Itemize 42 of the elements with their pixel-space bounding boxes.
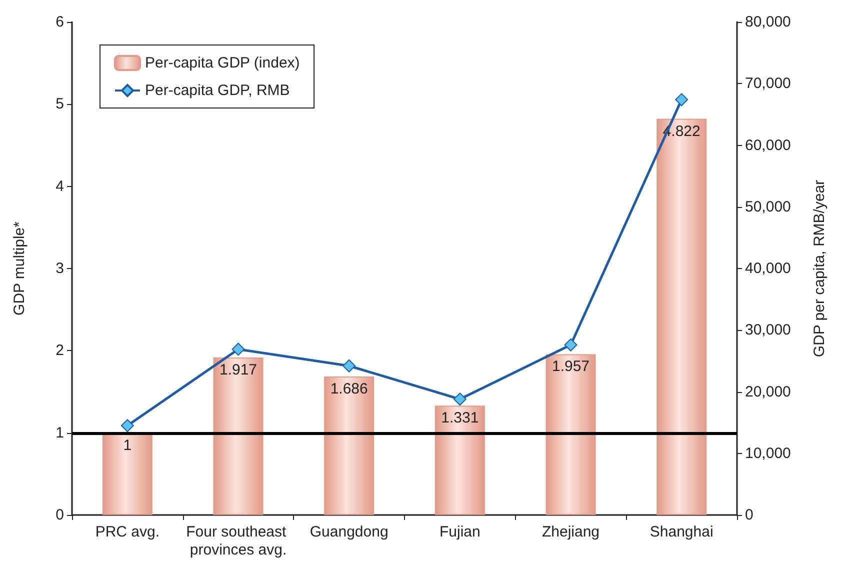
y2-tick-label: 30,000 (745, 322, 791, 339)
legend-label: Per-capita GDP, RMB (145, 82, 290, 99)
bar (213, 357, 264, 515)
y2-tick-label: 80,000 (745, 14, 791, 30)
y-tick-label: 3 (56, 260, 64, 277)
y-tick-label: 6 (56, 14, 64, 30)
data-label: 1.686 (330, 380, 368, 398)
point (564, 338, 578, 352)
y2-tick-label: 40,000 (745, 260, 791, 277)
y2-tick-label: 0 (745, 506, 754, 524)
x-tick-label: Fujian (439, 524, 480, 540)
point (232, 342, 245, 356)
y-tick-label: 2 (56, 342, 64, 360)
y-tick-label: 5 (56, 96, 64, 113)
data-label: 1.957 (552, 358, 590, 376)
data-label: 1 (123, 436, 132, 454)
bar (324, 376, 374, 515)
y2-tick-label: 70,000 (745, 75, 791, 92)
y-tick-label: 4 (56, 178, 64, 195)
x-tick-label: Four southeast provinces avg. (186, 524, 290, 558)
legend-label: Per-capita GDP (index) (145, 54, 300, 72)
point (342, 359, 356, 372)
y2-tick-label: 60,000 (745, 136, 791, 154)
y-tick-label: 1 (56, 424, 64, 442)
y2-tick-label: 20,000 (745, 383, 791, 400)
y-tick-label: 0 (56, 506, 64, 524)
data-label: 1.917 (219, 361, 258, 378)
x-tick-label: PRC avg. (95, 524, 160, 540)
y2-tick-label: 10,000 (745, 444, 791, 462)
bar (434, 406, 485, 515)
point (453, 392, 466, 406)
point (675, 93, 688, 106)
y2-axis-title: GDP per capita, RMB/year (811, 180, 828, 358)
y-axis-title: GDP multiple* (11, 221, 28, 316)
data-label: 1.331 (441, 410, 479, 427)
y2-tick-label: 50,000 (745, 198, 791, 216)
bar (546, 354, 596, 515)
x-tick-label: Shanghai (650, 524, 714, 540)
bar (656, 118, 707, 515)
x-tick-label: Guangdong (310, 524, 388, 540)
x-tick-label: Zhejiang (542, 524, 600, 540)
point (120, 419, 134, 432)
